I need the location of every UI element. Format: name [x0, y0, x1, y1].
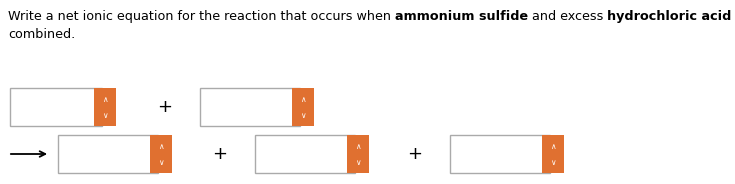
Text: ∧: ∧: [102, 95, 108, 104]
Text: ∨: ∨: [355, 158, 361, 167]
Text: ∨: ∨: [551, 158, 556, 167]
Bar: [94, 88, 116, 126]
Text: Write a net ionic equation for the reaction that occurs when: Write a net ionic equation for the react…: [8, 10, 395, 23]
Bar: [292, 88, 314, 126]
Bar: [300, 88, 314, 126]
Bar: [158, 135, 172, 173]
Text: +: +: [407, 145, 423, 163]
Text: ∨: ∨: [300, 111, 306, 120]
Bar: [150, 135, 172, 173]
Bar: [355, 135, 369, 173]
Text: +: +: [157, 98, 173, 116]
Text: and excess: and excess: [528, 10, 608, 23]
Bar: [542, 135, 564, 173]
Text: hydrochloric acid (aq): hydrochloric acid (aq): [608, 10, 735, 23]
Text: ∨: ∨: [158, 158, 164, 167]
Text: ∧: ∧: [300, 95, 306, 104]
Text: +: +: [212, 145, 228, 163]
Text: ∧: ∧: [551, 142, 556, 151]
Bar: [102, 88, 116, 126]
Text: ∧: ∧: [355, 142, 361, 151]
Bar: [255, 135, 355, 173]
Text: combined.: combined.: [8, 28, 75, 41]
Text: ammonium sulfide: ammonium sulfide: [395, 10, 528, 23]
Bar: [347, 135, 369, 173]
Bar: [550, 135, 564, 173]
Bar: [200, 88, 300, 126]
Text: ∧: ∧: [158, 142, 164, 151]
Bar: [10, 88, 102, 126]
Text: ∨: ∨: [102, 111, 108, 120]
Bar: [450, 135, 550, 173]
Bar: [58, 135, 158, 173]
